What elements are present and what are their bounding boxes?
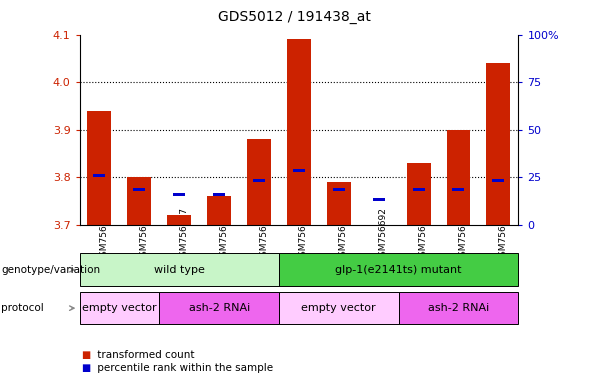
- Text: GDS5012 / 191438_at: GDS5012 / 191438_at: [218, 10, 371, 23]
- Bar: [487, 63, 510, 225]
- Text: percentile rank within the sample: percentile rank within the sample: [94, 363, 273, 373]
- Bar: [127, 177, 151, 225]
- Text: ■: ■: [81, 350, 90, 360]
- Text: genotype/variation: genotype/variation: [1, 265, 100, 275]
- Bar: [247, 139, 271, 225]
- Bar: [173, 193, 185, 196]
- Text: glp-1(e2141ts) mutant: glp-1(e2141ts) mutant: [335, 265, 462, 275]
- Text: ■: ■: [81, 363, 90, 373]
- Bar: [413, 188, 425, 191]
- Bar: [452, 188, 465, 191]
- Bar: [327, 182, 351, 225]
- Bar: [253, 179, 265, 182]
- Text: ash-2 RNAi: ash-2 RNAi: [428, 303, 489, 313]
- Bar: [287, 39, 311, 225]
- Bar: [293, 169, 305, 172]
- Text: empty vector: empty vector: [82, 303, 157, 313]
- Bar: [88, 111, 111, 225]
- Bar: [373, 197, 385, 201]
- Bar: [492, 179, 504, 182]
- Text: ash-2 RNAi: ash-2 RNAi: [188, 303, 250, 313]
- Bar: [333, 188, 345, 191]
- Text: protocol: protocol: [1, 303, 44, 313]
- Bar: [94, 174, 105, 177]
- Text: empty vector: empty vector: [302, 303, 376, 313]
- Bar: [207, 196, 231, 225]
- Bar: [213, 193, 225, 196]
- Bar: [446, 130, 471, 225]
- Text: transformed count: transformed count: [94, 350, 195, 360]
- Text: wild type: wild type: [154, 265, 205, 275]
- Bar: [133, 188, 145, 191]
- Bar: [406, 163, 431, 225]
- Bar: [167, 215, 191, 225]
